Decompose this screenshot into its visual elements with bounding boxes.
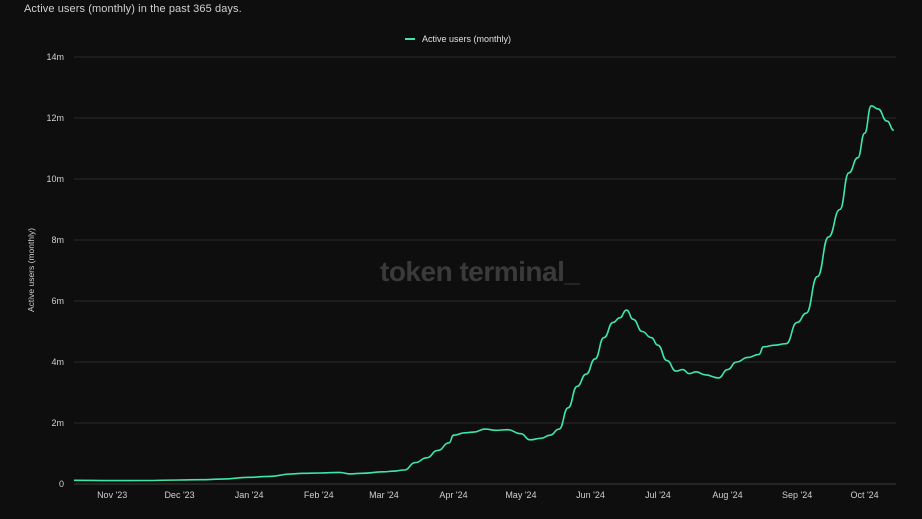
x-tick-label: Apr '24	[439, 490, 467, 500]
y-tick-label: 12m	[46, 113, 64, 123]
x-tick-label: Nov '23	[97, 490, 127, 500]
legend-label: Active users (monthly)	[422, 34, 511, 44]
x-tick-label: Mar '24	[369, 490, 399, 500]
x-tick-label: Oct '24	[850, 490, 878, 500]
y-tick-label: 10m	[46, 174, 64, 184]
x-tick-label: Dec '23	[164, 490, 194, 500]
chart-subtitle: Active users (monthly) in the past 365 d…	[24, 3, 242, 15]
watermark-logo-text: token terminal_	[380, 256, 580, 287]
x-axis: Nov '23 Dec '23 Jan '24 Feb '24 Mar '24 Apr '…	[97, 490, 879, 500]
y-axis-label: Active users (monthly)	[26, 228, 36, 312]
x-tick-label: Feb '24	[304, 490, 334, 500]
legend[interactable]: Active users (monthly)	[405, 34, 511, 44]
series-line-active-users[interactable]	[73, 105, 895, 482]
y-tick-label: 2m	[51, 418, 64, 428]
y-tick-label: 0	[59, 479, 64, 489]
y-tick-label: 14m	[46, 52, 64, 62]
x-tick-label: May '24	[505, 490, 536, 500]
x-tick-label: Jun '24	[576, 490, 605, 500]
x-tick-label: Aug '24	[712, 490, 742, 500]
x-tick-label: Sep '24	[782, 490, 812, 500]
x-tick-label: Jan '24	[235, 490, 264, 500]
grid-lines	[74, 56, 896, 485]
y-tick-label: 6m	[51, 296, 64, 306]
series-layer	[73, 105, 895, 482]
y-axis: 0 2m 4m 6m 8m 10m 12m 14m	[46, 52, 64, 489]
y-tick-label: 8m	[51, 235, 64, 245]
x-tick-label: Jul '24	[645, 490, 671, 500]
y-tick-label: 4m	[51, 357, 64, 367]
